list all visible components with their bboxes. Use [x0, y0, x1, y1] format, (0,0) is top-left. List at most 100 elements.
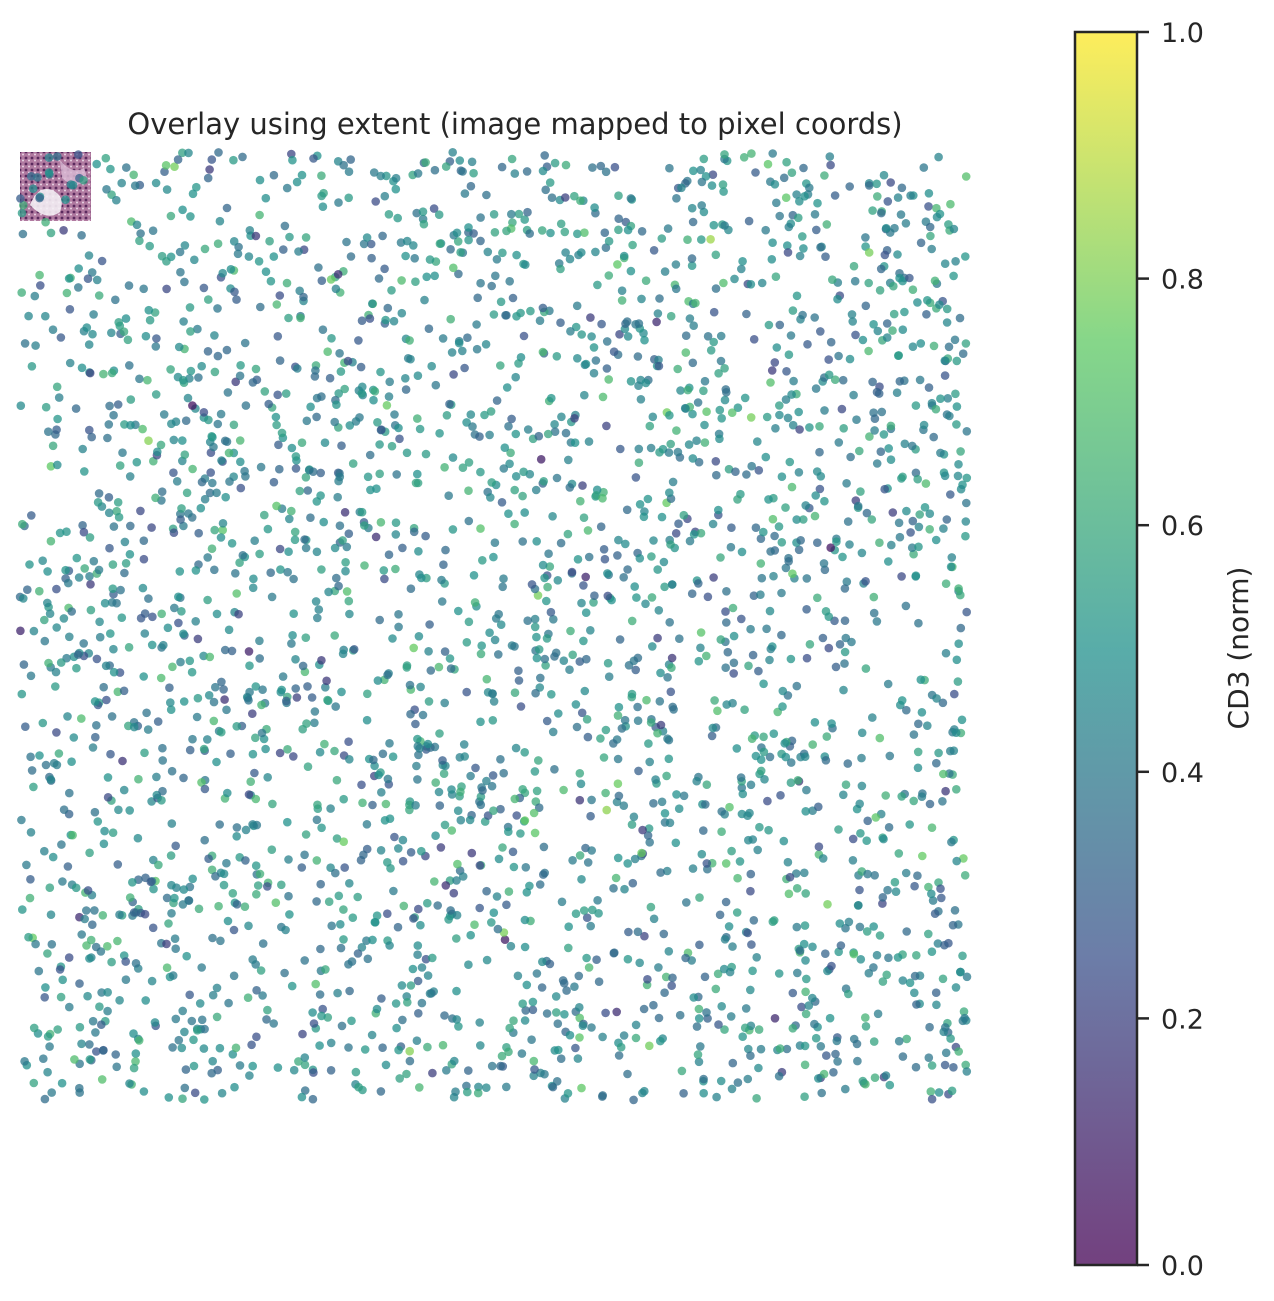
data-point — [222, 345, 232, 355]
chart-title: Overlay using extent (image mapped to pi… — [127, 107, 902, 141]
data-point — [203, 173, 213, 183]
data-point — [131, 959, 141, 968]
data-point — [174, 618, 183, 628]
data-point — [186, 212, 195, 221]
data-point — [700, 420, 709, 430]
data-point — [519, 467, 528, 477]
data-point — [338, 649, 348, 659]
data-point — [641, 378, 651, 388]
data-point — [960, 871, 970, 880]
data-point — [804, 1001, 814, 1010]
data-point — [463, 333, 472, 343]
data-point — [494, 650, 503, 659]
data-point — [452, 986, 461, 996]
data-point — [17, 815, 26, 825]
data-point — [941, 1023, 950, 1032]
data-point — [248, 583, 258, 593]
data-point — [210, 525, 219, 535]
data-point — [245, 687, 254, 697]
data-point — [394, 423, 403, 433]
data-point — [491, 614, 501, 623]
data-point — [748, 650, 758, 660]
data-point — [406, 709, 415, 719]
data-point — [309, 1068, 318, 1077]
data-point — [284, 313, 293, 323]
data-point — [276, 565, 285, 574]
data-point — [464, 486, 473, 496]
data-point — [19, 660, 29, 669]
data-point — [577, 1083, 586, 1093]
data-point — [95, 617, 104, 627]
data-point — [948, 920, 958, 930]
data-point — [510, 642, 519, 651]
data-point — [623, 225, 633, 235]
data-point — [920, 503, 930, 512]
data-point — [522, 167, 532, 176]
data-point — [538, 166, 548, 176]
data-point — [456, 787, 465, 797]
data-point — [727, 523, 736, 532]
data-point — [56, 658, 66, 667]
data-point — [210, 565, 219, 575]
data-point — [209, 697, 219, 707]
data-point — [209, 442, 218, 452]
data-point — [578, 481, 587, 490]
data-point — [332, 775, 342, 785]
data-point — [532, 969, 542, 978]
data-point — [499, 768, 509, 778]
data-point — [118, 448, 127, 458]
data-point — [217, 727, 226, 737]
data-point — [897, 183, 907, 193]
data-point — [830, 191, 840, 200]
data-point — [523, 425, 533, 434]
data-point — [487, 478, 497, 487]
data-point — [600, 554, 610, 564]
data-point — [614, 791, 624, 801]
data-point — [822, 732, 832, 741]
data-point — [909, 549, 918, 559]
data-point — [210, 331, 219, 340]
data-point — [896, 210, 906, 219]
data-point — [792, 922, 802, 932]
data-point — [20, 339, 30, 348]
data-point — [207, 544, 217, 553]
data-point — [654, 355, 663, 365]
data-point — [486, 407, 496, 416]
data-point — [162, 893, 172, 903]
data-point — [92, 159, 101, 169]
data-point — [451, 1087, 460, 1096]
data-point — [466, 181, 476, 191]
data-point — [203, 735, 212, 744]
data-point — [556, 219, 566, 229]
data-point — [340, 863, 350, 872]
data-point — [927, 244, 936, 254]
data-point — [754, 1063, 763, 1073]
data-point — [147, 523, 156, 532]
data-point — [413, 941, 423, 950]
data-point — [334, 891, 344, 901]
data-point — [496, 755, 505, 764]
data-point — [561, 248, 570, 257]
data-point — [268, 799, 277, 809]
data-point — [662, 866, 672, 876]
data-point — [623, 954, 633, 964]
data-point — [491, 271, 500, 281]
data-point — [85, 368, 95, 378]
data-point — [348, 913, 358, 922]
data-point — [373, 676, 383, 685]
data-point — [536, 455, 546, 464]
data-point — [65, 1002, 74, 1012]
data-point — [869, 922, 878, 931]
data-point — [314, 605, 324, 614]
data-point — [293, 364, 302, 373]
data-point — [530, 622, 540, 632]
data-point — [308, 1094, 318, 1104]
data-point — [105, 543, 114, 553]
data-point — [746, 624, 755, 634]
data-point — [150, 1018, 160, 1027]
data-point — [154, 860, 163, 870]
data-point — [831, 662, 841, 672]
data-point — [345, 986, 354, 996]
data-point — [65, 358, 75, 368]
data-point — [424, 697, 434, 706]
